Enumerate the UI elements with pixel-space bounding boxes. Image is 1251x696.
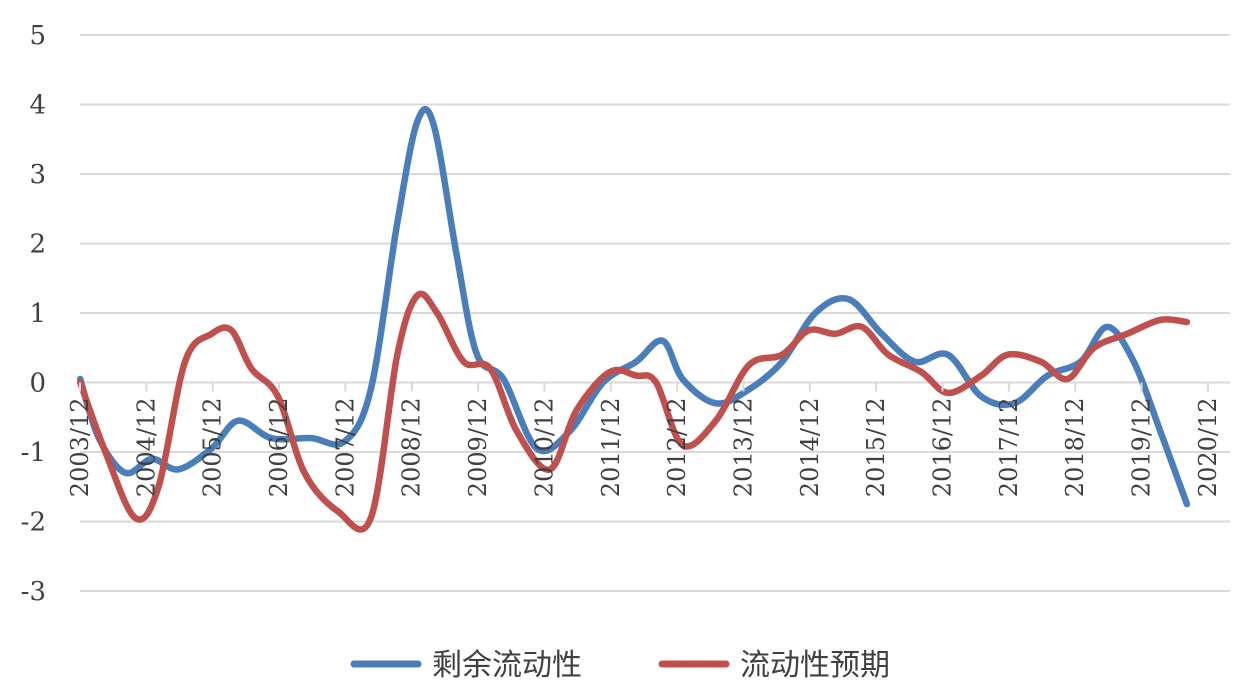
legend-label-2: 流动性预期 [740,648,890,683]
y-tick-label: -3 [21,577,46,607]
x-tick-label: 2015/12 [862,398,890,498]
x-axis-ticks: 2003/12 2004/12 2005/12 2006/12 2007/12 2008/… [66,382,1222,498]
y-tick-label: 4 [29,91,46,121]
x-tick-label: 2012/12 [663,398,691,498]
series-lines [76,105,1191,533]
x-tick-label: 2019/12 [1128,398,1156,498]
x-tick-label: 2014/12 [796,398,824,498]
x-tick-label: 2009/12 [464,398,492,498]
x-tick-label: 2010/12 [530,398,558,498]
series-line-1 [76,105,1191,508]
legend: 剩余流动性 流动性预期 [350,648,890,683]
x-tick-label: 2005/12 [199,398,227,498]
x-tick-label: 2007/12 [331,398,359,498]
x-tick-label: 2020/12 [1194,398,1222,498]
y-tick-label: 1 [29,299,46,329]
x-tick-label: 2003/12 [66,398,94,498]
x-tick-label: 2004/12 [132,398,160,498]
x-tick-label: 2013/12 [729,398,757,498]
y-tick-label: 0 [29,369,46,399]
y-axis-ticks: 5 4 3 2 1 0 -1 -2 -3 [21,21,46,607]
x-tick-label: 2006/12 [265,398,293,498]
y-tick-label: -2 [21,508,46,538]
x-tick-label: 2017/12 [995,398,1023,498]
legend-label-1: 剩余流动性 [432,648,582,683]
x-tick-label: 2016/12 [929,398,957,498]
y-tick-label: 2 [29,230,46,260]
x-tick-label: 2011/12 [597,398,625,498]
y-tick-label: -1 [21,438,46,468]
x-tick-label: 2018/12 [1061,398,1089,498]
y-tick-label: 5 [29,21,46,51]
series-line-2 [76,290,1191,533]
y-tick-label: 3 [29,160,46,190]
gridlines [80,34,1230,592]
x-tick-label: 2008/12 [398,398,426,498]
